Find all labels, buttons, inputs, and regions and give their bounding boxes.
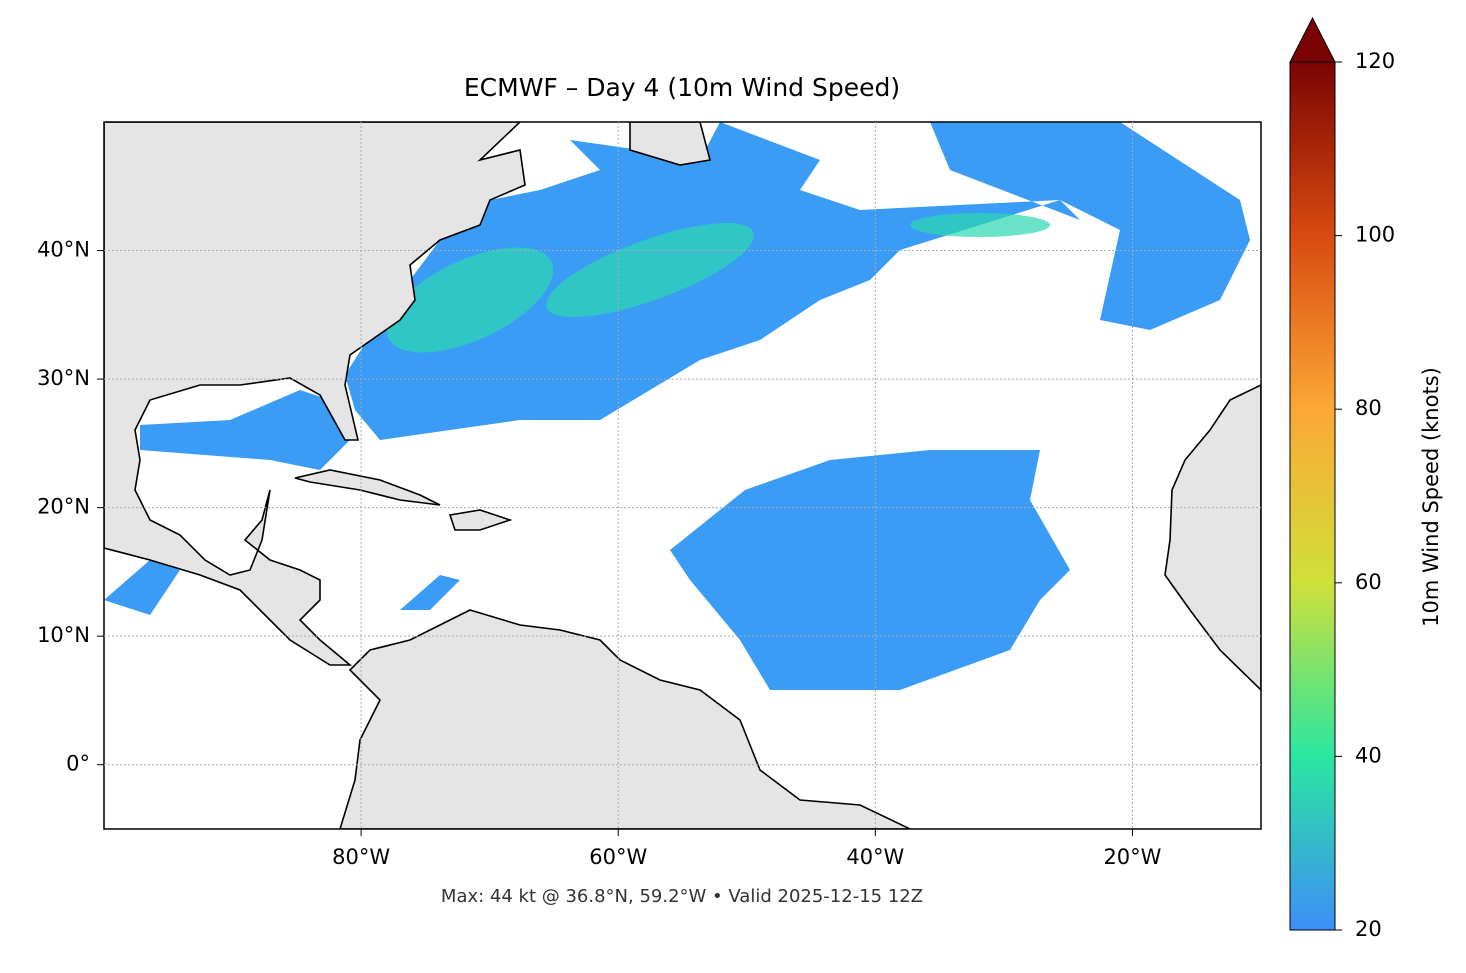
colorbar-tick-label: 60 (1355, 570, 1382, 594)
newfoundland (629, 122, 711, 166)
south-america (339, 609, 911, 829)
y-tick-label: 20°N (37, 495, 90, 519)
x-tick-label: 20°W (1103, 845, 1161, 869)
africa (1164, 384, 1261, 692)
x-tick-label: 60°W (589, 845, 647, 869)
map-area (104, 122, 1261, 829)
cuba (294, 469, 441, 506)
colorbar-extend (1289, 16, 1336, 63)
y-tick-label: 0° (66, 752, 90, 776)
wind-field (104, 122, 1250, 690)
colorbar-tick-label: 120 (1355, 49, 1395, 73)
map-title: ECMWF – Day 4 (10m Wind Speed) (464, 73, 900, 102)
map-frame (103, 121, 1262, 830)
colorbar-tick-label: 20 (1355, 917, 1382, 941)
x-tick-label: 40°W (846, 845, 904, 869)
y-tick-label: 40°N (37, 238, 90, 262)
colorbar-tick-label: 100 (1355, 223, 1395, 247)
footer-note: Max: 44 kt @ 36.8°N, 59.2°W • Valid 2025… (441, 886, 923, 907)
colorbar-tick-label: 80 (1355, 396, 1382, 420)
colorbar-label: 10m Wind Speed (knots) (1419, 367, 1443, 627)
north-america (104, 122, 526, 666)
colorbar (1289, 61, 1336, 931)
colorbar-tick-label: 40 (1355, 743, 1382, 767)
hispaniola (448, 509, 513, 531)
y-tick-label: 30°N (37, 366, 90, 390)
y-tick-label: 10°N (37, 623, 90, 647)
x-tick-label: 80°W (332, 845, 390, 869)
